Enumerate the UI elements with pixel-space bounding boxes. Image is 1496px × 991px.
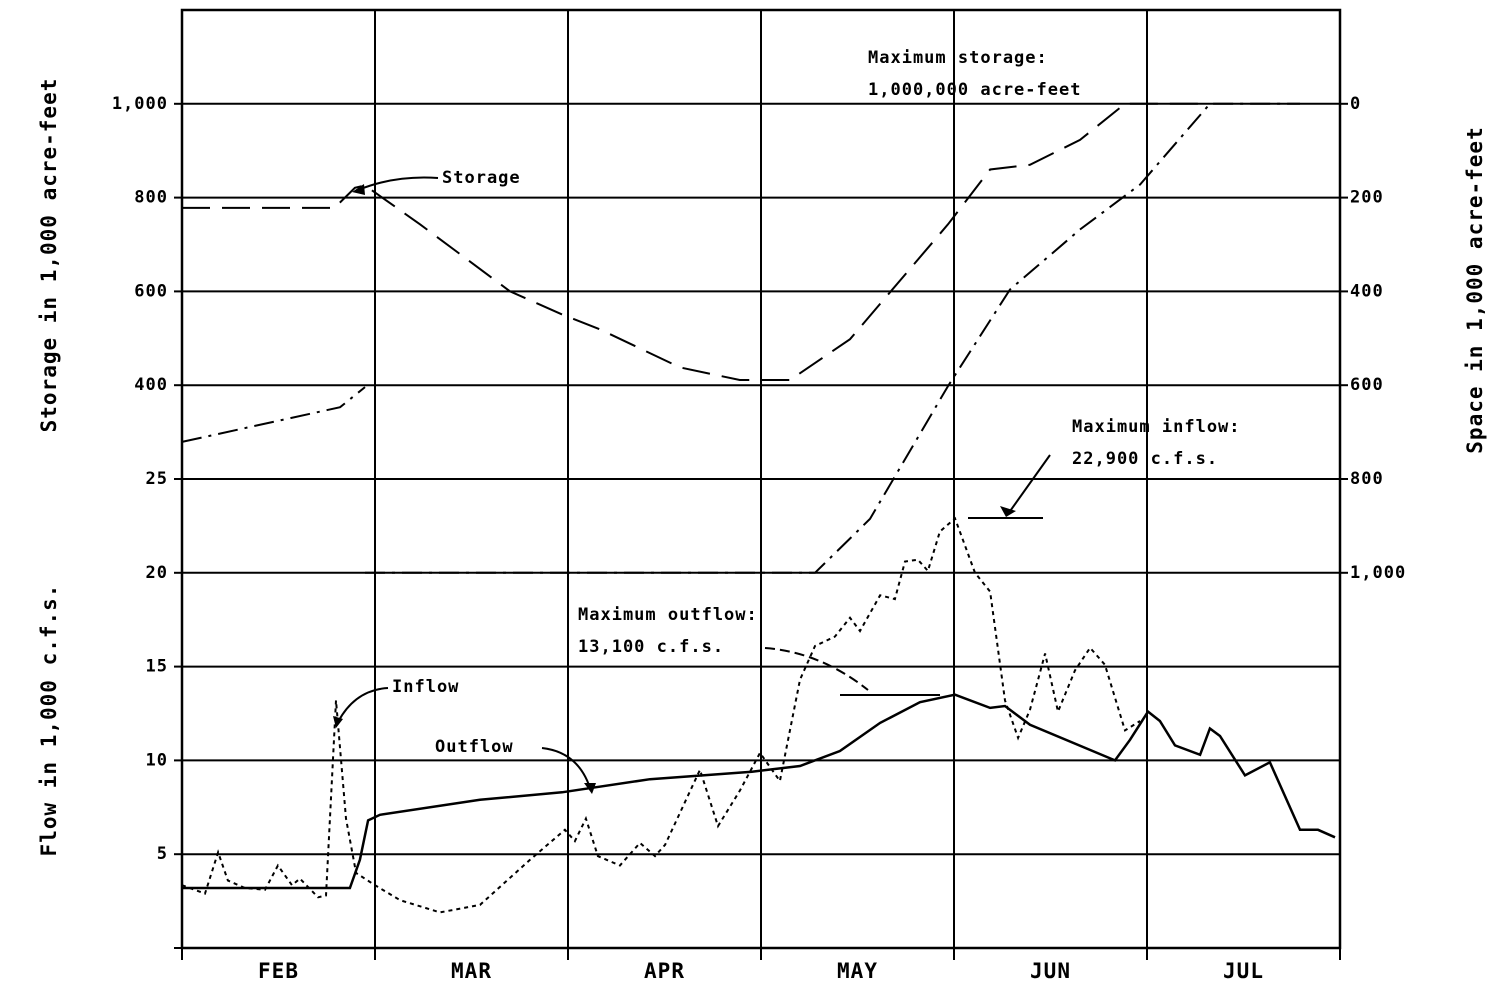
y-axis-title: Flow in 1,000 c.f.s. <box>37 584 61 857</box>
yticks-label: 10 <box>146 750 168 770</box>
x-tick-label: MAR <box>451 959 492 983</box>
arrow <box>337 687 389 723</box>
arrow <box>1007 454 1051 515</box>
annotation: Maximum outflow: <box>578 605 758 625</box>
x-tick-label: JUL <box>1223 959 1264 983</box>
y2ticks-label: 600 <box>134 281 168 301</box>
series-label: Inflow <box>392 677 459 697</box>
yticks-label: 5 <box>157 844 168 864</box>
annotation: Maximum inflow: <box>1072 417 1241 437</box>
y2ticks-label: 800 <box>134 188 168 208</box>
x-tick-label: MAY <box>837 959 878 983</box>
yticks-label: 20 <box>146 563 168 583</box>
arrowhead <box>1000 506 1016 517</box>
y2ticks-label: 1,000 <box>112 94 168 114</box>
y2ticks-label: 400 <box>134 375 168 395</box>
y3-axis-title: Space in 1,000 acre-feet <box>1463 126 1487 453</box>
series-line <box>181 102 1300 574</box>
series-label: Outflow <box>435 737 514 757</box>
y2-axis-title: Storage in 1,000 acre-feet <box>37 78 61 433</box>
y3ticks-label: 1,000 <box>1350 563 1406 583</box>
series-line <box>181 516 1141 914</box>
x-tick-label: APR <box>644 959 685 983</box>
arrow <box>357 176 439 191</box>
arrowhead <box>352 184 365 195</box>
y3ticks-label: 400 <box>1350 281 1384 301</box>
yticks-label: 25 <box>146 469 168 489</box>
annotation: Maximum storage: <box>868 48 1048 68</box>
arrow <box>541 747 591 789</box>
yticks-label: 15 <box>146 657 168 677</box>
y3ticks-label: 0 <box>1350 94 1361 114</box>
series-label: Storage <box>442 168 521 188</box>
annotation: 1,000,000 acre-feet <box>868 80 1081 100</box>
x-tick-label: JUN <box>1030 959 1071 983</box>
y3ticks-label: 600 <box>1350 375 1384 395</box>
x-tick-label: FEB <box>258 959 299 983</box>
annotation: 22,900 c.f.s. <box>1072 449 1218 469</box>
series-line <box>182 693 1336 890</box>
series-line <box>182 102 1201 381</box>
y3ticks-label: 200 <box>1350 188 1384 208</box>
y3ticks-label: 800 <box>1350 469 1384 489</box>
annotation: 13,100 c.f.s. <box>578 637 724 657</box>
leader-curve <box>764 647 869 691</box>
